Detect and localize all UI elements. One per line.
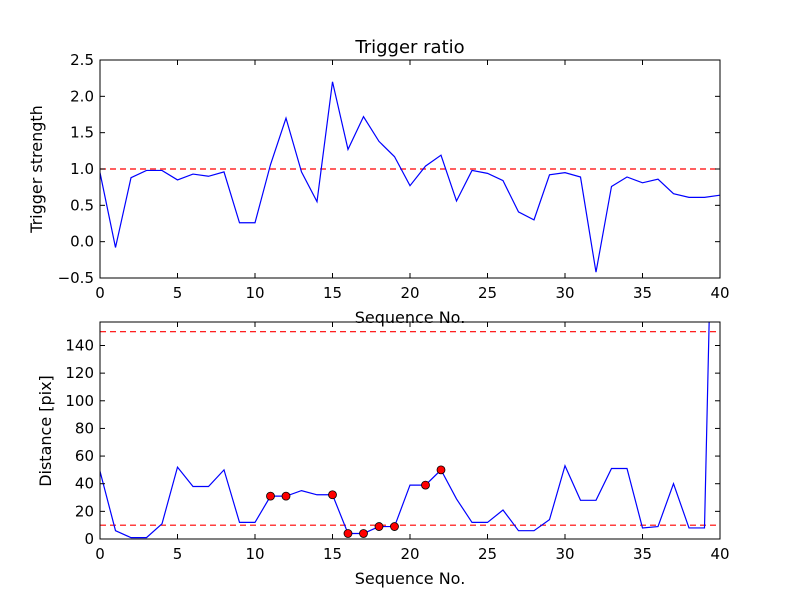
bottom-panel: Sequence No. Distance [pix] 0 5 10 15 20 25 30… <box>36 321 730 588</box>
bottom-series-flagged-point-7 <box>421 480 430 490</box>
top-y-tick-label-1: 0.0 <box>70 233 94 251</box>
top-y-tick-label-2: 0.5 <box>70 196 94 214</box>
bottom-y-tick-label-0: 0 <box>84 530 94 548</box>
top-x-tick-label-7: 35 <box>633 284 652 302</box>
bottom-x-tick-label-0: 0 <box>95 545 105 563</box>
top-x-tick-label-3: 15 <box>323 284 342 302</box>
bottom-x-tick-label-2: 10 <box>245 545 264 563</box>
top-x-tick-label-2: 10 <box>245 284 264 302</box>
bottom-series-flagged-point-5 <box>374 522 384 531</box>
bottom-x-tick-label-6: 30 <box>555 545 574 563</box>
bottom-series-flagged-point-1 <box>281 491 291 501</box>
top-x-tick-label-6: 30 <box>555 284 574 302</box>
top-series-trigger-strength-line <box>100 81 720 273</box>
bottom-series-flagged-point-6 <box>390 522 399 531</box>
top-x-tick-label-8: 40 <box>710 284 729 302</box>
bottom-x-tick-label-4: 20 <box>400 545 419 563</box>
bottom-series-flagged-point-0 <box>266 491 275 501</box>
top-y-tick-label-4: 1.5 <box>70 124 94 142</box>
top-x-tick-label-5: 25 <box>478 284 497 302</box>
bottom-x-tick-label-3: 15 <box>323 545 342 563</box>
bottom-y-tick-label-1: 20 <box>75 502 94 520</box>
top-y-tick-label-6: 2.5 <box>70 51 94 69</box>
top-chart-title: Trigger ratio <box>354 37 464 58</box>
bottom-series-flagged-point-2 <box>328 490 337 500</box>
bottom-x-tick-label-1: 5 <box>173 545 183 563</box>
bottom-y-axis-label: Distance [pix] <box>36 375 55 487</box>
bottom-y-tick-label-3: 60 <box>75 447 94 465</box>
top-x-tick-label-1: 5 <box>173 284 183 302</box>
top-x-tick-label-4: 20 <box>400 284 419 302</box>
bottom-series-flagged-point-3 <box>343 529 353 538</box>
bottom-y-tick-label-6: 120 <box>65 364 94 382</box>
bottom-y-tick-label-7: 140 <box>65 336 94 354</box>
bottom-y-tick-label-4: 80 <box>75 419 94 437</box>
bottom-series-flagged-point-4 <box>359 529 368 538</box>
bottom-y-tick-label-5: 100 <box>65 392 94 410</box>
bottom-series-flagged-point-8 <box>436 465 446 475</box>
bottom-x-tick-label-5: 25 <box>478 545 497 563</box>
top-y-tick-label-3: 1.0 <box>70 160 94 178</box>
top-x-tick-label-0: 0 <box>95 284 105 302</box>
bottom-x-axis-label: Sequence No. <box>355 569 466 588</box>
bottom-x-tick-label-8: 40 <box>710 545 729 563</box>
top-y-axis-label: Trigger strength <box>27 105 46 234</box>
bottom-series-distance-line <box>100 322 710 539</box>
top-y-tick-label-0: −0.5 <box>58 269 94 287</box>
bottom-x-tick-label-7: 35 <box>633 545 652 563</box>
bottom-y-tick-label-2: 40 <box>75 475 94 493</box>
top-y-tick-label-5: 2.0 <box>70 87 94 105</box>
